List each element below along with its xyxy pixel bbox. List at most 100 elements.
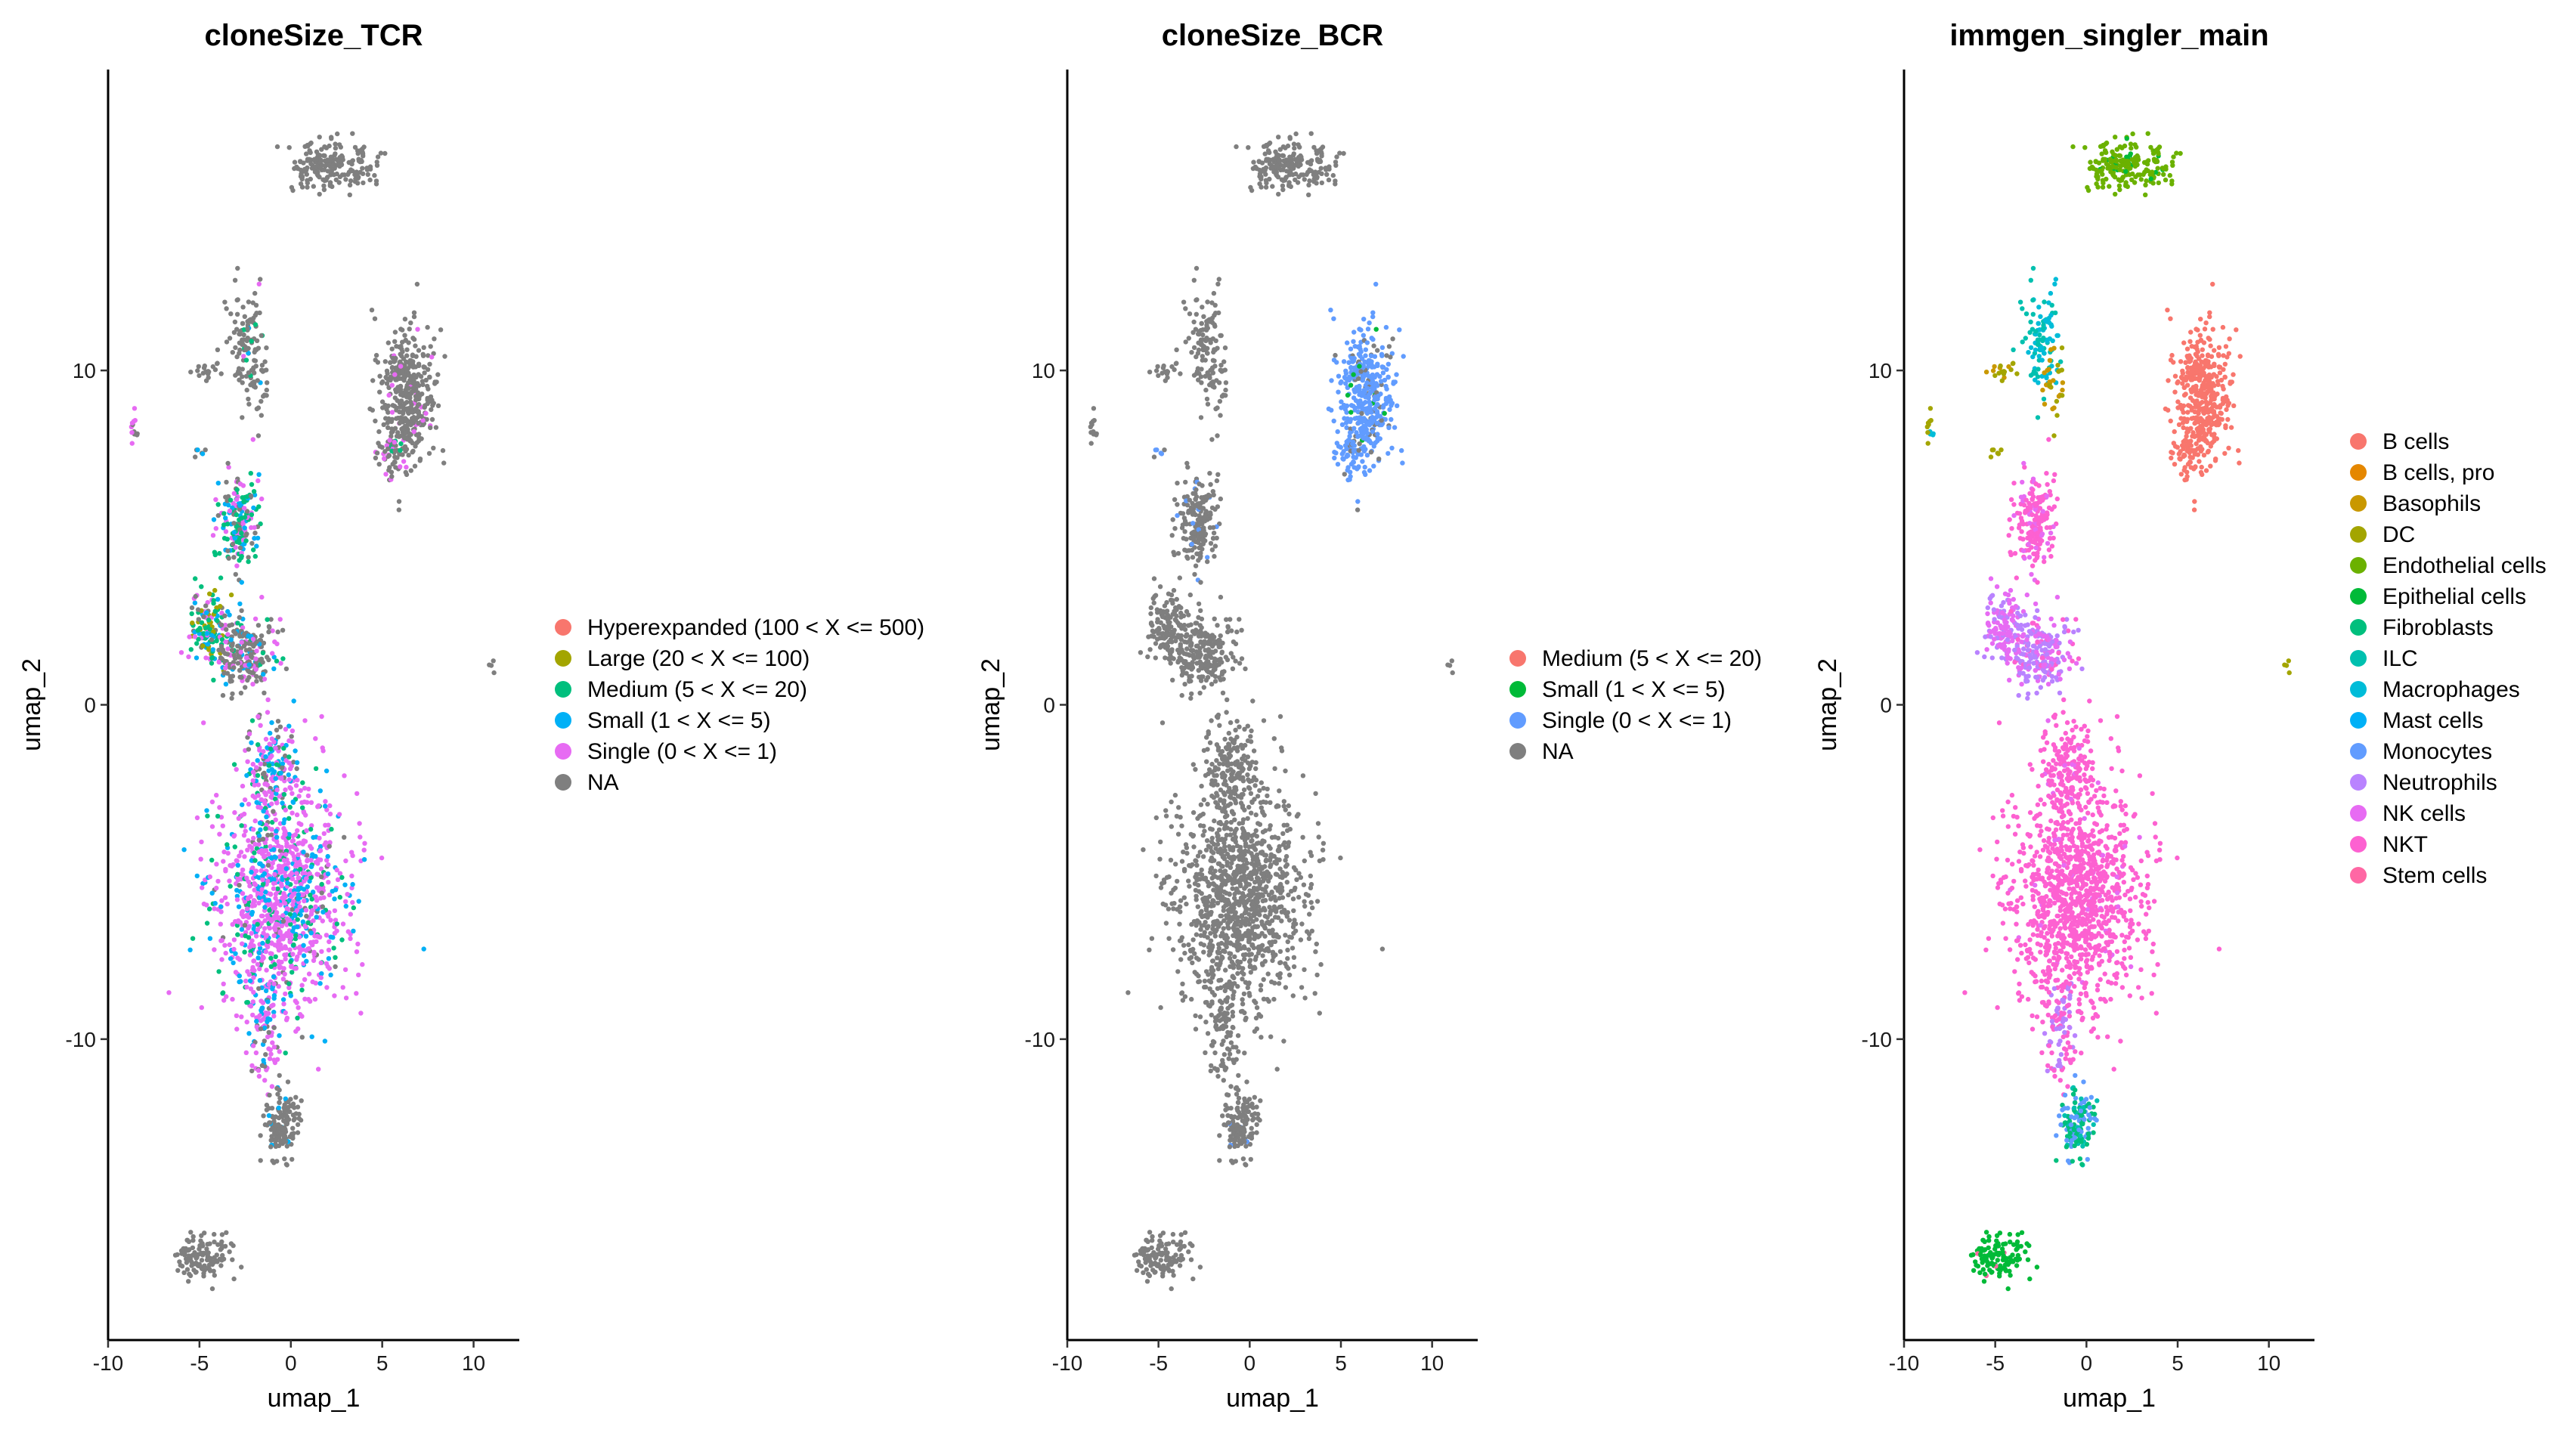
data-point xyxy=(1280,187,1286,193)
data-point xyxy=(283,726,289,732)
data-point xyxy=(255,793,261,798)
data-point xyxy=(357,821,362,826)
data-point xyxy=(283,1051,288,1056)
data-point xyxy=(1267,161,1273,167)
data-point xyxy=(265,1011,271,1017)
data-point xyxy=(410,353,416,358)
data-point xyxy=(251,989,256,995)
data-point xyxy=(272,639,277,645)
data-point xyxy=(291,925,296,930)
chart-title: cloneSize_BCR xyxy=(1162,19,1384,52)
data-point xyxy=(186,1253,192,1258)
data-point xyxy=(414,281,420,287)
data-point xyxy=(303,908,309,913)
data-point xyxy=(1179,823,1184,828)
data-point xyxy=(1193,887,1199,893)
data-point xyxy=(305,184,310,190)
data-point xyxy=(324,807,330,812)
data-point xyxy=(1257,167,1262,173)
data-point xyxy=(1332,455,1337,461)
data-point xyxy=(1201,797,1207,803)
data-point xyxy=(294,957,299,962)
data-point xyxy=(244,387,249,393)
data-point xyxy=(1203,538,1208,543)
data-point xyxy=(385,425,391,430)
data-point xyxy=(339,874,345,881)
data-point xyxy=(273,1122,278,1128)
data-point xyxy=(399,391,404,396)
data-point xyxy=(406,340,411,345)
data-point xyxy=(1232,745,1237,751)
data-point xyxy=(1233,762,1238,767)
data-point xyxy=(426,353,431,358)
data-point xyxy=(231,762,237,767)
data-point xyxy=(329,136,334,141)
data-point xyxy=(388,360,393,365)
data-point xyxy=(1172,552,1177,558)
data-point xyxy=(1191,656,1197,661)
data-point xyxy=(1161,363,1166,369)
data-point xyxy=(1223,393,1228,398)
data-point xyxy=(296,1005,301,1011)
data-point xyxy=(224,627,229,633)
data-point xyxy=(1219,671,1225,677)
data-point xyxy=(283,787,288,793)
data-point xyxy=(1319,180,1325,186)
data-point xyxy=(297,904,302,909)
data-point xyxy=(1224,710,1229,715)
data-point xyxy=(398,447,403,453)
data-point xyxy=(280,627,286,633)
data-point xyxy=(299,822,304,828)
data-point xyxy=(1188,642,1194,648)
data-point xyxy=(266,1029,271,1035)
data-point xyxy=(1173,618,1179,624)
data-point xyxy=(406,453,411,458)
data-point xyxy=(240,521,246,527)
data-point xyxy=(1253,766,1259,772)
data-point xyxy=(343,177,348,182)
data-point xyxy=(205,642,211,647)
data-point xyxy=(389,426,395,432)
data-point xyxy=(1267,176,1272,182)
data-point xyxy=(327,169,333,175)
data-point xyxy=(318,159,324,164)
data-point xyxy=(392,439,398,445)
data-point xyxy=(1280,183,1286,188)
data-point xyxy=(431,445,436,450)
data-point xyxy=(277,1049,282,1054)
data-point xyxy=(1200,499,1206,504)
data-point xyxy=(1351,465,1357,470)
data-point xyxy=(1232,775,1237,782)
data-point xyxy=(1358,369,1364,374)
data-point xyxy=(238,649,243,655)
data-point xyxy=(1227,955,1233,961)
data-point xyxy=(277,902,283,908)
data-point xyxy=(201,614,206,620)
data-point xyxy=(340,921,346,927)
data-point xyxy=(408,320,413,326)
data-point xyxy=(1211,290,1217,296)
data-point xyxy=(231,1276,237,1282)
data-point xyxy=(402,333,407,338)
data-point xyxy=(1215,281,1221,286)
data-point xyxy=(395,430,401,435)
data-point xyxy=(265,878,271,884)
data-point xyxy=(1175,481,1180,486)
data-point xyxy=(286,816,292,822)
data-point xyxy=(296,1111,302,1117)
data-point xyxy=(1316,169,1322,175)
data-point xyxy=(1262,151,1268,156)
data-point xyxy=(1218,333,1223,339)
data-point xyxy=(392,426,398,431)
data-point xyxy=(286,981,292,986)
data-point xyxy=(386,453,392,458)
data-point xyxy=(1169,364,1175,370)
data-point xyxy=(231,491,237,497)
data-point xyxy=(1198,608,1203,614)
data-point xyxy=(186,654,191,660)
data-point xyxy=(393,465,398,470)
data-point xyxy=(239,909,245,915)
data-point xyxy=(1373,281,1379,287)
data-point xyxy=(1193,497,1199,503)
data-point xyxy=(1380,370,1386,376)
